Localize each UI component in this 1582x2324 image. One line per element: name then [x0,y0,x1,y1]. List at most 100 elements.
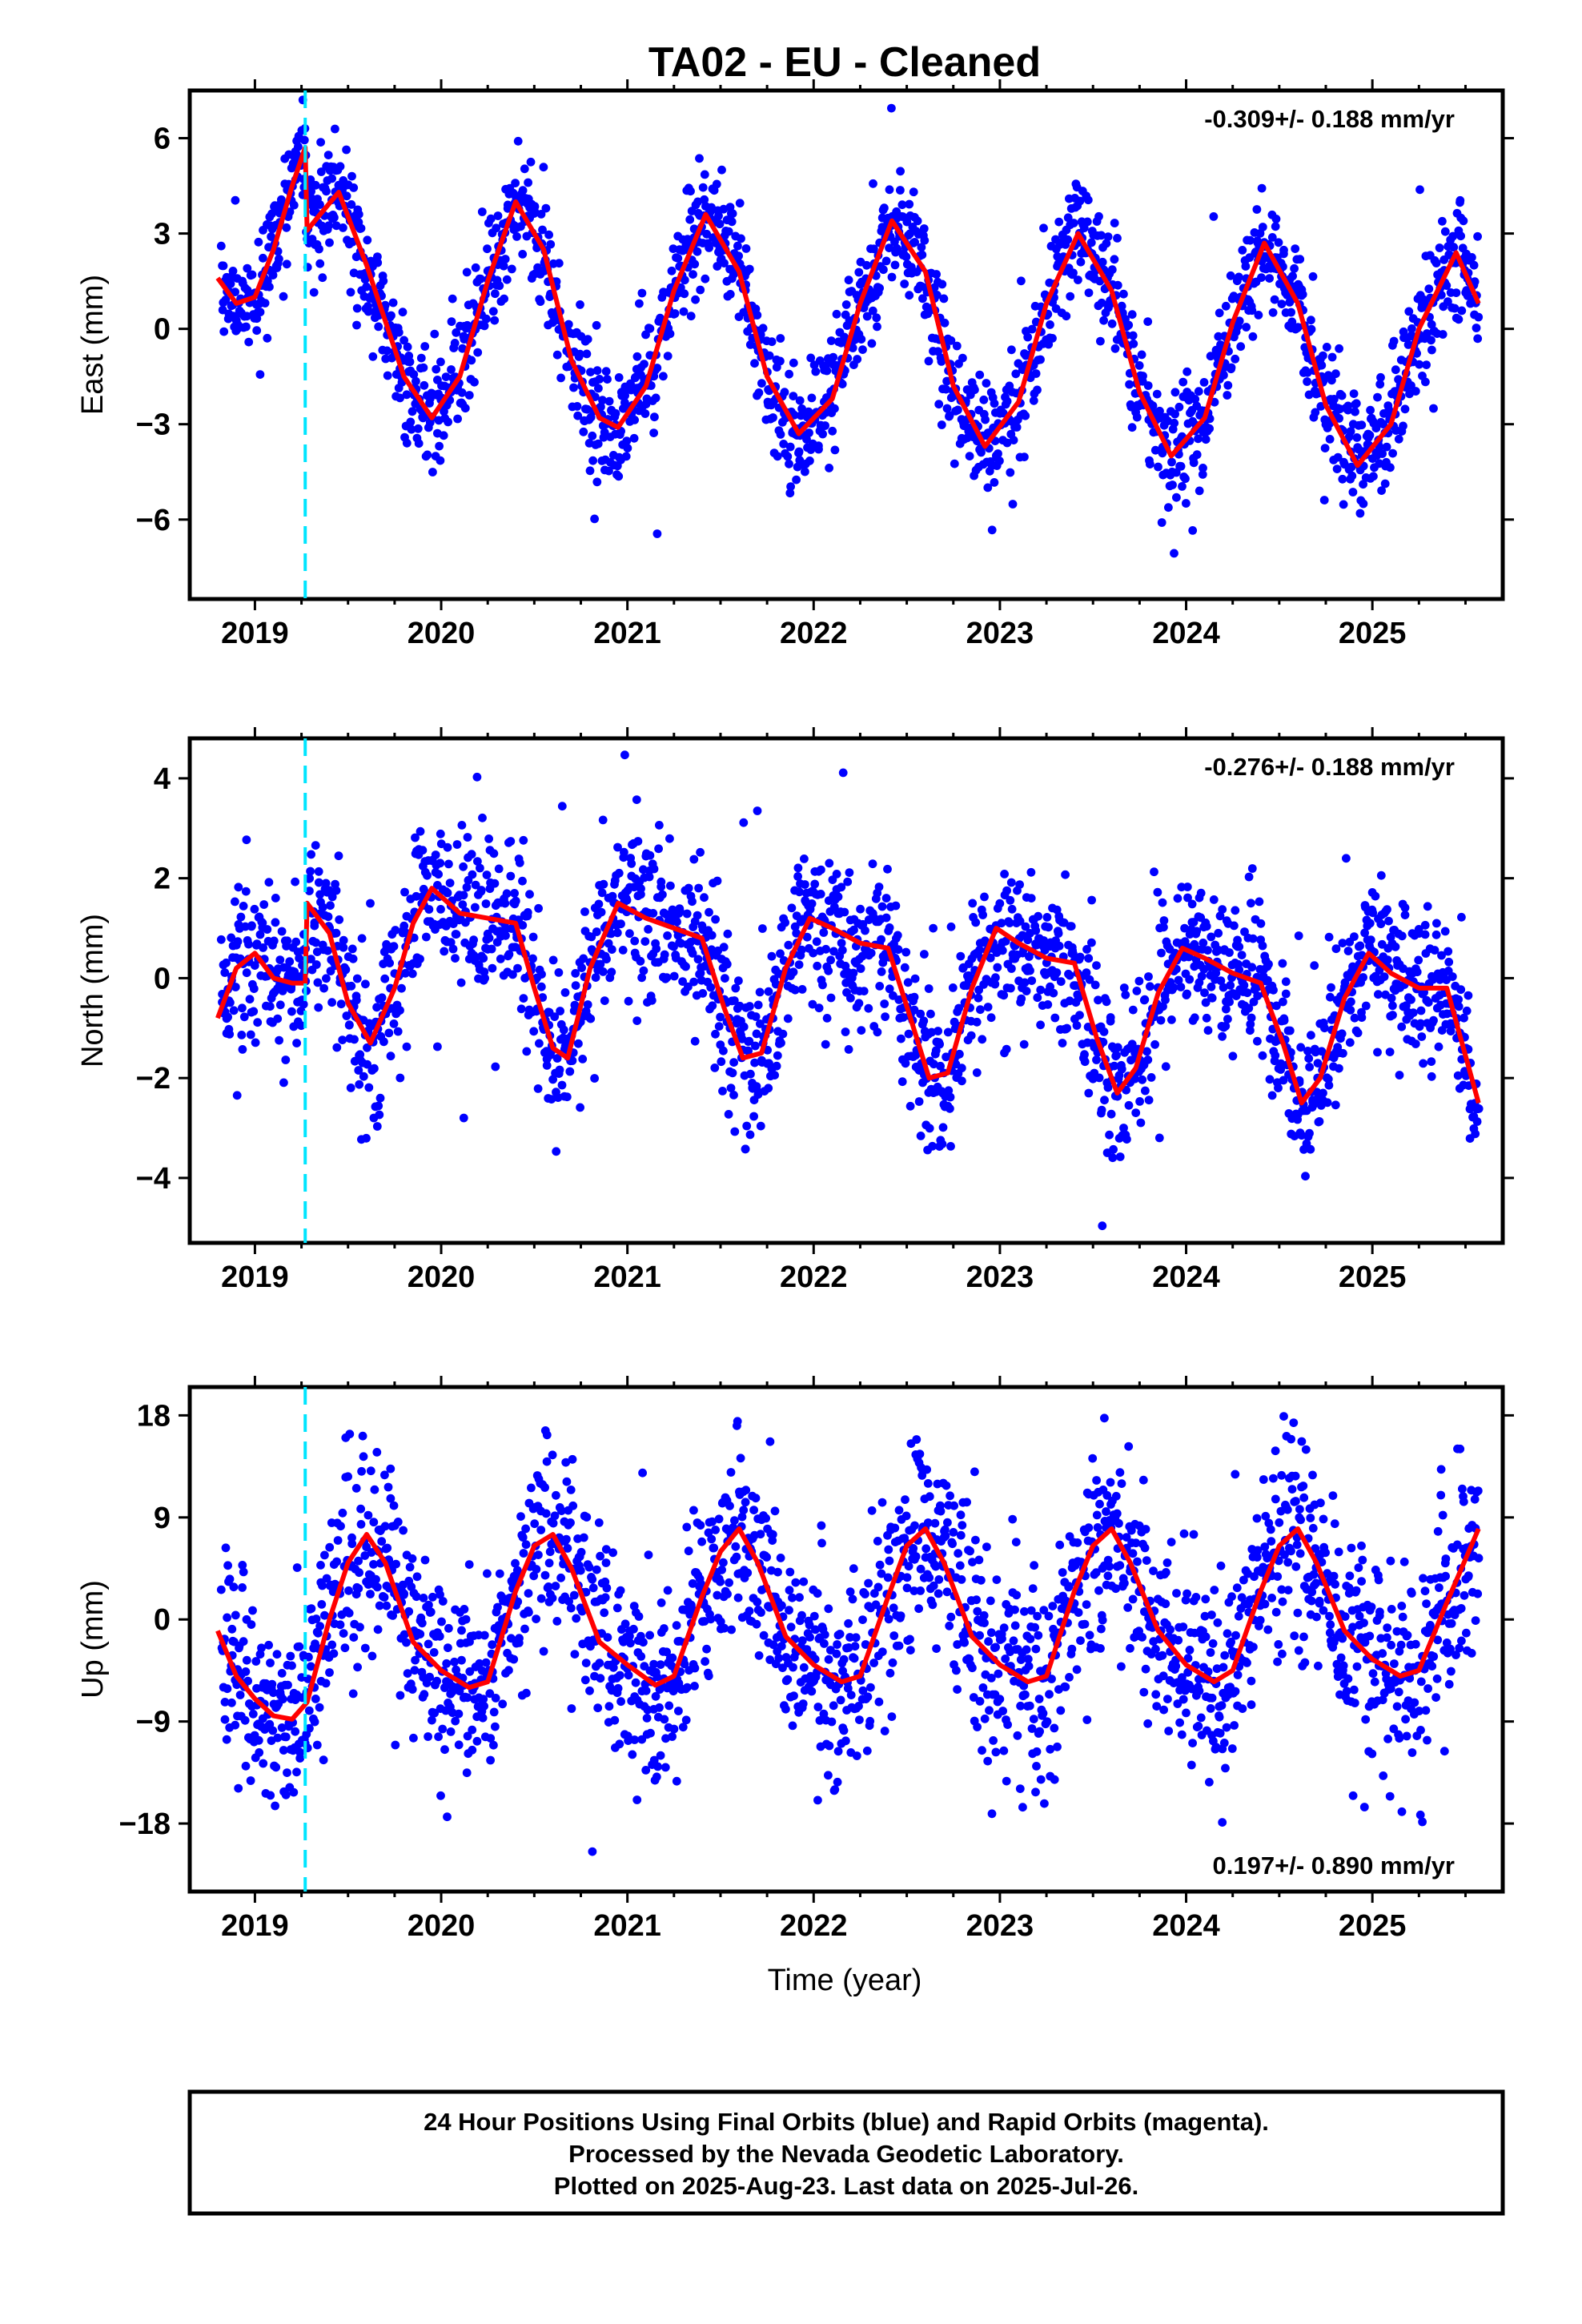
data-point [366,1466,375,1476]
data-point [1385,1047,1395,1056]
data-point [1454,1002,1464,1011]
data-point [622,895,632,905]
data-point [252,326,262,336]
data-point [1460,1013,1468,1023]
data-point [396,393,404,403]
data-point [444,1643,452,1653]
data-point [420,1690,429,1699]
data-point [794,960,804,969]
data-point [1129,339,1138,348]
data-point [1017,276,1026,286]
data-point [383,371,392,380]
data-point [327,998,336,1007]
data-point [1159,916,1169,925]
data-point [403,342,412,352]
data-point [1315,1117,1324,1126]
y-tick-label: 3 [154,218,171,251]
data-point [1383,905,1391,914]
data-point [926,1009,935,1019]
data-point [468,1725,477,1735]
data-point [857,335,866,344]
data-point [1221,1021,1231,1031]
data-point [952,341,962,351]
data-point [684,883,693,893]
data-point [315,1622,324,1630]
data-point [1327,376,1336,385]
data-point [1005,919,1014,927]
data-point [1121,990,1130,999]
data-point [818,429,827,439]
data-point [660,950,669,959]
data-point [1087,895,1096,905]
data-point [506,837,516,846]
data-point [562,1534,571,1544]
data-point [1285,1026,1295,1035]
data-point [712,179,721,189]
data-point [243,263,252,273]
data-point [1303,1047,1312,1055]
data-point [437,1617,446,1626]
data-point [401,968,410,978]
data-point [1429,404,1438,413]
data-point [443,1812,452,1822]
data-point [1036,985,1046,995]
data-point [690,1036,700,1046]
data-point [218,305,227,315]
data-point [264,878,274,887]
data-point [721,974,729,983]
data-point [239,1567,248,1577]
data-point [486,1755,495,1765]
data-point [519,994,528,1003]
data-point [400,1589,408,1598]
data-point [226,998,235,1007]
data-point [1218,905,1227,914]
data-point [649,428,658,437]
data-point [223,1561,232,1570]
data-point [1027,976,1037,985]
data-point [556,1573,565,1582]
data-point [1417,1032,1427,1041]
data-point [432,364,441,374]
data-point [901,947,911,957]
data-point [1159,923,1168,932]
data-point [338,1035,347,1044]
data-point [1247,899,1255,908]
data-point [408,969,417,979]
data-point [1389,336,1399,346]
data-point [534,903,543,913]
data-point [414,439,424,448]
data-point [1270,295,1279,304]
data-point [267,1679,277,1689]
data-point [1361,1001,1371,1011]
data-point [464,391,474,400]
data-point [550,1012,560,1021]
data-point [1457,912,1466,922]
data-point [1174,669,1183,677]
data-point [916,1009,926,1019]
data-point [1063,235,1073,244]
data-point [387,311,396,320]
data-point [1231,991,1241,1000]
data-point [486,1734,496,1743]
data-point [767,951,777,961]
data-point [753,311,762,320]
data-point [536,297,545,306]
data-point [315,200,324,209]
data-point [694,883,703,893]
data-point [1369,472,1378,481]
data-point [570,1650,580,1659]
data-point [446,938,456,947]
data-point [696,847,705,857]
data-point [904,1029,913,1039]
data-point [1161,1062,1170,1072]
data-point [1021,922,1030,931]
data-point [1244,1003,1254,1013]
data-point [994,449,1002,458]
data-point [403,1669,412,1679]
data-point [1098,1221,1107,1231]
data-point [406,417,416,427]
data-point [662,973,672,983]
data-point [316,138,325,147]
data-point [408,407,417,416]
data-point [362,1133,371,1143]
